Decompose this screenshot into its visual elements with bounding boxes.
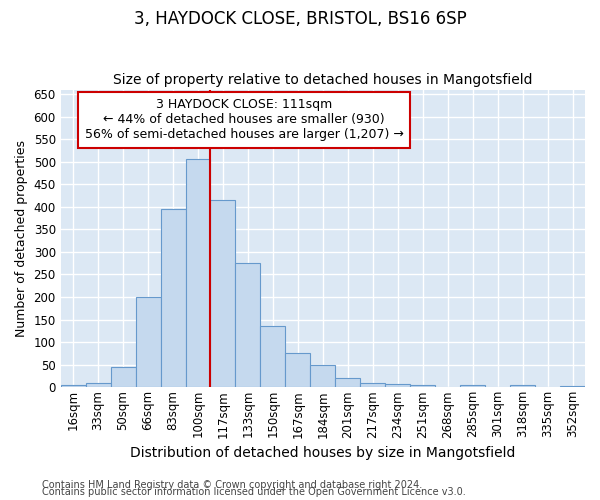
Bar: [161, 209, 185, 388]
Text: Contains HM Land Registry data © Crown copyright and database right 2024.: Contains HM Land Registry data © Crown c…: [42, 480, 422, 490]
Y-axis label: Number of detached properties: Number of detached properties: [15, 140, 28, 337]
Bar: [61, 385, 86, 388]
Bar: [211, 200, 235, 388]
Bar: [136, 297, 161, 388]
Bar: [185, 160, 211, 388]
Bar: [310, 364, 335, 388]
Bar: [410, 385, 435, 388]
Bar: [110, 367, 136, 388]
Bar: [86, 383, 110, 388]
Bar: [335, 378, 360, 388]
Bar: [286, 354, 310, 388]
Text: 3 HAYDOCK CLOSE: 111sqm
← 44% of detached houses are smaller (930)
56% of semi-d: 3 HAYDOCK CLOSE: 111sqm ← 44% of detache…: [85, 98, 404, 142]
X-axis label: Distribution of detached houses by size in Mangotsfield: Distribution of detached houses by size …: [130, 446, 515, 460]
Bar: [560, 386, 585, 388]
Bar: [460, 385, 485, 388]
Title: Size of property relative to detached houses in Mangotsfield: Size of property relative to detached ho…: [113, 73, 533, 87]
Bar: [510, 385, 535, 388]
Text: Contains public sector information licensed under the Open Government Licence v3: Contains public sector information licen…: [42, 487, 466, 497]
Bar: [385, 384, 410, 388]
Bar: [360, 383, 385, 388]
Bar: [260, 326, 286, 388]
Bar: [235, 263, 260, 388]
Text: 3, HAYDOCK CLOSE, BRISTOL, BS16 6SP: 3, HAYDOCK CLOSE, BRISTOL, BS16 6SP: [134, 10, 466, 28]
